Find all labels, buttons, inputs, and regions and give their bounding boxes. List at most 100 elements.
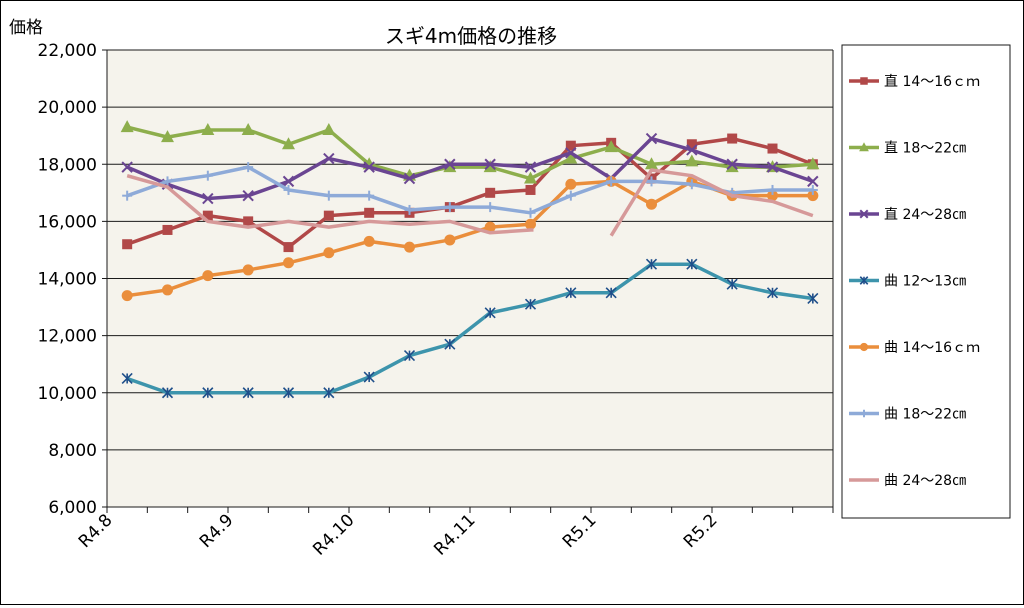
x-stroke — [484, 158, 496, 170]
data-point-square — [364, 207, 375, 218]
data-point-square — [686, 139, 697, 150]
y-tick-label: 10,000 — [38, 384, 97, 404]
data-point-star — [444, 338, 456, 350]
legend-label: 曲 14～16ｃｍ — [884, 340, 980, 356]
data-point-square — [727, 133, 738, 144]
data-point-star — [484, 307, 496, 319]
data-point-x — [807, 175, 819, 188]
data-point-triangle — [120, 120, 134, 133]
series-line — [126, 165, 813, 215]
data-point-square — [485, 187, 496, 198]
data-point-star — [121, 372, 133, 385]
legend-label: 曲 24～28㎝ — [884, 473, 966, 489]
data-point-star — [766, 287, 779, 299]
data-point-triangle — [725, 160, 739, 173]
data-point-triangle — [524, 171, 537, 184]
data-point-circle — [121, 290, 133, 302]
data-point-plus — [122, 190, 133, 201]
data-point-circle — [444, 234, 456, 246]
x-tick-label: R4.10 — [309, 510, 358, 559]
data-point-triangle — [806, 157, 820, 170]
data-point-plus — [364, 190, 375, 201]
series-line — [126, 173, 531, 235]
y-tick-label: 8,000 — [48, 441, 97, 461]
x-stroke — [726, 158, 738, 170]
legend-label: 曲 18～22㎝ — [884, 407, 966, 423]
data-point-circle — [859, 342, 869, 352]
data-point-triangle — [282, 137, 295, 150]
data-point-triangle — [604, 140, 618, 153]
data-point-circle — [767, 190, 778, 202]
series-line — [126, 136, 814, 249]
series-5 — [121, 175, 819, 302]
x-stroke — [444, 158, 456, 170]
legend-item-1: 直 14～16ｃｍ — [849, 73, 980, 90]
data-point-star — [323, 387, 335, 399]
data-point-circle — [525, 218, 536, 230]
x-tick-label: R4.9 — [196, 510, 238, 552]
data-point-square — [323, 210, 334, 221]
series-3 — [121, 132, 819, 205]
data-point-circle — [202, 270, 214, 282]
y-tick-label: 14,000 — [38, 270, 97, 290]
data-point-square — [243, 216, 254, 227]
y-tick-label: 12,000 — [38, 327, 97, 347]
data-point-x — [242, 189, 254, 202]
y-tick-label: 18,000 — [38, 155, 97, 175]
data-point-x — [524, 161, 537, 173]
data-point-star — [202, 387, 214, 399]
data-point-plus — [243, 162, 254, 173]
data-point-star — [807, 292, 819, 305]
x-stroke — [859, 209, 869, 219]
data-point-plus — [646, 176, 657, 187]
data-point-x — [726, 158, 738, 170]
data-point-x — [444, 158, 456, 170]
data-point-x — [645, 132, 658, 145]
x-stroke — [403, 172, 416, 185]
x-stroke — [242, 189, 254, 202]
data-point-circle — [162, 284, 173, 296]
data-point-triangle — [322, 122, 336, 135]
data-point-plus — [202, 170, 213, 181]
x-stroke — [323, 152, 335, 165]
data-point-plus — [444, 202, 455, 213]
legend-item-5: 曲 14～16ｃｍ — [849, 340, 980, 356]
data-point-x — [202, 192, 214, 205]
legend-item-7: 曲 24～28㎝ — [849, 473, 966, 489]
legend-item-2: 直 18～22㎝ — [849, 140, 966, 157]
data-point-star — [605, 287, 617, 299]
data-point-star — [161, 387, 174, 399]
y-axis-label: 価格 — [9, 18, 43, 38]
data-point-circle — [807, 190, 819, 202]
series-7 — [126, 168, 814, 237]
data-point-star — [363, 371, 375, 383]
data-point-x — [403, 172, 416, 185]
data-point-plus — [485, 202, 496, 213]
x-tick-label: R5.2 — [680, 510, 722, 552]
data-point-x — [766, 161, 779, 173]
legend-item-4: 曲 12～13㎝ — [849, 274, 966, 290]
data-point-star — [686, 258, 698, 270]
y-tick-label: 22,000 — [38, 41, 97, 61]
data-point-plus — [404, 204, 415, 215]
data-point-triangle — [201, 122, 215, 135]
legend-label: 曲 12～13㎝ — [884, 274, 966, 290]
data-point-x — [121, 161, 133, 173]
data-point-square — [283, 242, 294, 253]
data-point-star — [282, 387, 295, 399]
x-stroke — [202, 192, 214, 205]
data-point-star — [242, 387, 254, 399]
x-stroke — [524, 161, 537, 173]
data-point-triangle — [685, 154, 699, 167]
data-point-square — [565, 140, 576, 151]
series-line — [609, 168, 814, 237]
data-point-triangle — [241, 122, 255, 135]
data-point-x — [565, 147, 577, 159]
data-point-plus — [606, 176, 617, 187]
legend-item-3: 直 24～28㎝ — [849, 206, 966, 223]
y-tick-label: 6,000 — [48, 498, 97, 518]
x-stroke — [807, 175, 819, 188]
data-point-x — [859, 209, 869, 219]
data-point-triangle — [859, 142, 869, 152]
